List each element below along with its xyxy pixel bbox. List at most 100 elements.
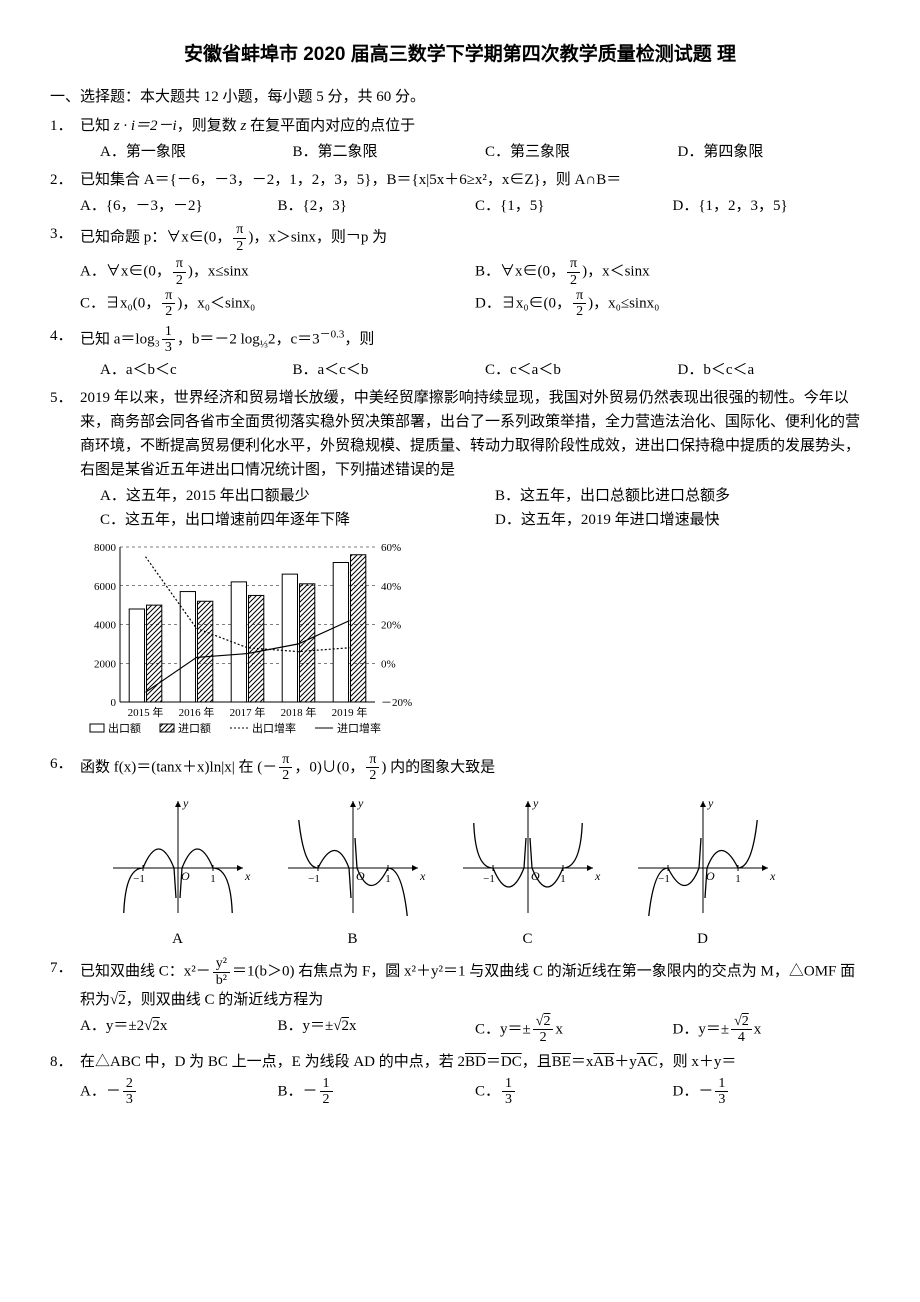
q1-num: 1．	[50, 114, 80, 164]
q3-opt-d: D．∃x₀∈(0，π2)，x₀≤sinx₀	[475, 288, 870, 320]
q3-frac-den: 2	[233, 239, 246, 254]
graph-d: yxO−11 D	[628, 793, 778, 951]
q8-opt-a: A．－23	[80, 1076, 278, 1108]
q7-opt-d: D．y＝±√24x	[673, 1014, 871, 1046]
svg-text:−1: −1	[483, 873, 495, 885]
question-2: 2． 已知集合 A＝{－6，－3，－2，1，2，3，5}，B＝{x|5x＋6≥x…	[50, 168, 870, 218]
q4-num: 4．	[50, 324, 80, 382]
q7-stem-a: 已知双曲线 C：x²－	[80, 964, 211, 980]
q7-stem-c: ，则双曲线 C 的渐近线方程为	[126, 992, 324, 1008]
q4-opt-a: A．a＜b＜c	[100, 358, 293, 382]
q2-opt-b: B．{2，3}	[278, 194, 476, 218]
q1-stem-b: z · i＝2－i	[114, 118, 177, 134]
section-heading: 一、选择题：本大题共 12 小题，每小题 5 分，共 60 分。	[50, 85, 870, 109]
q6-stem-b: ，0)∪(0，	[294, 759, 364, 775]
q7-opt-b: B．y＝±√2x	[278, 1014, 476, 1046]
q6-num: 6．	[50, 752, 80, 784]
svg-text:x: x	[769, 869, 776, 883]
question-3: 3． 已知命题 p：∀x∈(0，π2)，x＞sinx，则￢p 为 A．∀x∈(0…	[50, 222, 870, 319]
question-7: 7． 已知双曲线 C：x²－y²b²＝1(b＞0) 右焦点为 F，圆 x²＋y²…	[50, 956, 870, 1046]
q1-opt-b: B．第二象限	[293, 140, 486, 164]
question-4: 4． 已知 a＝log₃13，b＝－2 log⅓2，c＝3－0.3，则 A．a＜…	[50, 324, 870, 382]
question-8: 8． 在△ABC 中，D 为 BC 上一点，E 为线段 AD 的中点，若 2BD…	[50, 1050, 870, 1108]
q5-opt-b: B．这五年，出口总额比进口总额多	[495, 484, 890, 508]
q1-opt-c: C．第三象限	[485, 140, 678, 164]
q5-num: 5．	[50, 386, 80, 532]
q8-BD: BD	[465, 1054, 486, 1070]
q5-opt-c: C．这五年，出口增速前四年逐年下降	[80, 508, 495, 532]
svg-text:2017 年: 2017 年	[230, 705, 266, 719]
svg-text:y: y	[707, 796, 714, 810]
svg-text:2019 年: 2019 年	[332, 705, 368, 719]
svg-text:2016 年: 2016 年	[179, 705, 215, 719]
svg-text:y: y	[357, 796, 364, 810]
q8-opt-b: B．－12	[278, 1076, 476, 1108]
svg-text:60%: 60%	[381, 542, 401, 554]
graph-b-label: B	[278, 927, 428, 951]
q2-opt-a: A．{6，－3，－2}	[80, 194, 278, 218]
q8-opt-c: C．13	[475, 1076, 673, 1108]
q1-stem-d: z	[240, 118, 250, 134]
q5-stem: 2019 年以来，世界经济和贸易增长放缓，中美经贸摩擦影响持续显现，我国对外贸易…	[80, 390, 860, 478]
q3-num: 3．	[50, 222, 80, 319]
q7-opt-a: A．y＝±2√2x	[80, 1014, 278, 1046]
q3-opt-b: B．∀x∈(0，π2)，x＜sinx	[475, 256, 870, 288]
svg-text:40%: 40%	[381, 580, 401, 592]
q3-opt-c: C．∃x₀(0，π2)，x₀＜sinx₀	[80, 288, 475, 320]
q6-stem-a: 函数 f(x)＝(tanx＋x)ln|x| 在 (－	[80, 759, 277, 775]
q6-stem-c: ) 内的图象大致是	[381, 759, 495, 775]
graph-a: yxO−11 A	[103, 793, 253, 951]
svg-text:−1: −1	[308, 873, 320, 885]
q1-opt-a: A．第一象限	[100, 140, 293, 164]
question-5: 5． 2019 年以来，世界经济和贸易增长放缓，中美经贸摩擦影响持续显现，我国对…	[50, 386, 870, 532]
svg-text:x: x	[594, 869, 601, 883]
svg-text:进口增率: 进口增率	[337, 721, 381, 735]
graph-a-label: A	[103, 927, 253, 951]
graph-c: yxO−11 C	[453, 793, 603, 951]
q1-stem-e: 在复平面内对应的点位于	[250, 118, 415, 134]
graph-c-label: C	[453, 927, 603, 951]
q7-opt-c: C．y＝±√22x	[475, 1014, 673, 1046]
svg-text:y: y	[532, 796, 539, 810]
q4-sup: －0.3	[320, 328, 345, 340]
q3-stem-a: 已知命题 p：∀x∈(0，	[80, 230, 231, 246]
svg-text:0: 0	[111, 697, 117, 709]
svg-text:4000: 4000	[94, 619, 117, 631]
q8-opt-d: D．－13	[673, 1076, 871, 1108]
q4-stem-b: ，b＝－2 log	[177, 331, 260, 347]
q2-stem: 已知集合 A＝{－6，－3，－2，1，2，3，5}，B＝{x|5x＋6≥x²，x…	[80, 172, 621, 188]
svg-text:1: 1	[560, 873, 566, 885]
q4-stem-a: 已知 a＝log₃	[80, 331, 160, 347]
graph-b: yxO−11 B	[278, 793, 428, 951]
svg-text:2015 年: 2015 年	[128, 705, 164, 719]
q7-sqrt2: 2	[118, 992, 126, 1008]
q1-opt-d: D．第四象限	[678, 140, 871, 164]
q2-opt-d: D．{1，2，3，5}	[673, 194, 871, 218]
q7-num: 7．	[50, 956, 80, 1046]
q8-BE: BE	[552, 1054, 571, 1070]
svg-text:x: x	[244, 869, 251, 883]
q4-stem-c: 2，c＝3	[268, 331, 320, 347]
svg-text:0%: 0%	[381, 658, 396, 670]
q1-stem-a: 已知	[80, 118, 114, 134]
svg-text:y: y	[182, 796, 189, 810]
q8-AB: AB	[593, 1054, 614, 1070]
svg-text:2018 年: 2018 年	[281, 705, 317, 719]
q8-AC: AC	[637, 1054, 658, 1070]
function-graphs: yxO−11 A yxO−11 B yxO−11 C yxO−11 D	[90, 793, 790, 951]
q8-stem-a: 在△ABC 中，D 为 BC 上一点，E 为线段 AD 的中点，若 2	[80, 1054, 465, 1070]
page-title: 安徽省蚌埠市 2020 届高三数学下学期第四次教学质量检测试题 理	[50, 40, 870, 70]
svg-text:x: x	[419, 869, 426, 883]
q4-opt-d: D．b＜c＜a	[678, 358, 871, 382]
q2-opt-c: C．{1，5}	[475, 194, 673, 218]
question-1: 1． 已知 z · i＝2－i，则复数 z 在复平面内对应的点位于 A．第一象限…	[50, 114, 870, 164]
svg-text:−1: −1	[133, 873, 145, 885]
svg-text:1: 1	[210, 873, 216, 885]
svg-text:8000: 8000	[94, 542, 117, 554]
svg-text:1: 1	[735, 873, 741, 885]
svg-text:－20%: －20%	[381, 697, 412, 709]
q5-opt-d: D．这五年，2019 年进口增速最快	[495, 508, 890, 532]
q4-stem-d: ，则	[344, 331, 374, 347]
graph-d-label: D	[628, 927, 778, 951]
svg-text:20%: 20%	[381, 619, 401, 631]
